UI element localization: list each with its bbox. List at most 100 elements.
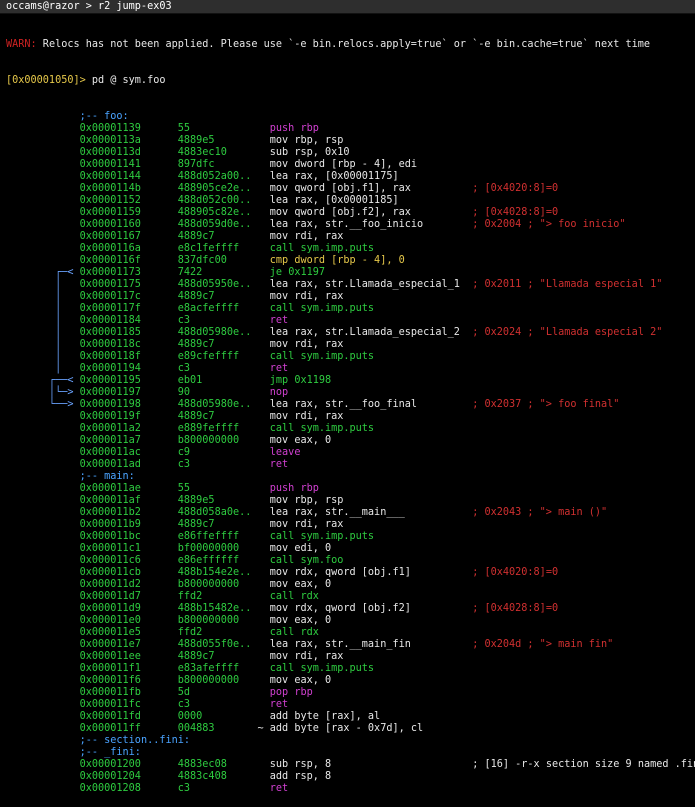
operands: rdi, rax	[294, 231, 344, 242]
disasm-row: │ 0x00001185 488d05980e.. lea rax, str.L…	[6, 327, 695, 339]
operands: rax, str.__foo_inicio	[294, 219, 424, 230]
address: 0x000011fb	[79, 687, 141, 698]
address: 0x00001204	[79, 771, 141, 782]
address: 0x000011e0	[79, 615, 141, 626]
mnemonic: mov	[269, 567, 289, 578]
label-text: ;-- section..fini:	[79, 735, 191, 746]
operands: byte [rax - 0x7d], cl	[294, 723, 424, 734]
jump-gutter	[6, 255, 80, 266]
opcode-bytes: 55	[177, 483, 191, 494]
opcode-bytes: ffd2	[177, 627, 203, 638]
opcode-bytes: 4883ec10	[177, 147, 227, 158]
operands: sym.imp.puts	[300, 663, 375, 674]
address: 0x000011cb	[79, 567, 141, 578]
opcode-bytes: b800000000	[177, 579, 240, 590]
address: 0x000011ac	[79, 447, 141, 458]
jump-gutter	[6, 615, 80, 626]
address: 0x000011ad	[79, 459, 141, 470]
label-text: ;-- _fini:	[79, 747, 141, 758]
opcode-bytes: e83afeffff	[177, 663, 240, 674]
address: 0x0000117f	[79, 303, 141, 314]
mnemonic: mov	[269, 579, 289, 590]
mnemonic: mov	[269, 495, 289, 506]
operands: rdx	[300, 627, 319, 638]
operands: rdi, rax	[294, 411, 344, 422]
mnemonic: lea	[269, 171, 289, 182]
comment: ; 0x2037 ; "> foo final"	[472, 399, 620, 410]
operands: 0x1197	[288, 267, 326, 278]
prompt-command: pd @ sym.foo	[85, 75, 166, 86]
opcode-bytes: e86ffeffff	[177, 531, 240, 542]
mnemonic: call	[269, 243, 295, 254]
operands: rax, str.__main_fin	[294, 639, 411, 650]
address: 0x00001175	[79, 279, 141, 290]
address: 0x000011b9	[79, 519, 141, 530]
mnemonic: lea	[269, 399, 289, 410]
section-label: ;-- foo:	[6, 111, 695, 123]
address: 0x00001200	[79, 759, 141, 770]
jump-gutter: ┌─<	[6, 267, 80, 278]
jump-gutter	[6, 495, 80, 506]
address: 0x0000113a	[79, 135, 141, 146]
disasm-row: 0x000011fd 0000 add byte [rax], al	[6, 711, 695, 723]
disasm-row: 0x000011d2 b800000000 mov eax, 0	[6, 579, 695, 591]
operands: sym.imp.puts	[300, 243, 375, 254]
jump-gutter	[6, 591, 80, 602]
address: 0x000011f1	[79, 663, 141, 674]
mnemonic: call	[269, 591, 295, 602]
terminal[interactable]: WARN: Relocs has not been applied. Pleas…	[0, 14, 695, 807]
mnemonic: mov	[269, 675, 289, 686]
opcode-bytes: 4883ec08	[177, 759, 227, 770]
opcode-bytes: 488d052c00..	[177, 195, 252, 206]
operands: rdx, qword [obj.f2]	[294, 603, 411, 614]
jump-gutter	[6, 555, 80, 566]
operands: sym.foo	[300, 555, 344, 566]
disasm-row: 0x000011a7 b800000000 mov eax, 0	[6, 435, 695, 447]
mnemonic: ret	[269, 363, 289, 374]
address: 0x000011bc	[79, 531, 141, 542]
operands: dword [rbp - 4], 0	[294, 255, 405, 266]
disasm-row: 0x000011ee 4889c7 mov rdi, rax	[6, 651, 695, 663]
mnemonic: leave	[269, 447, 301, 458]
mnemonic: sub	[269, 147, 289, 158]
jump-gutter: │	[6, 339, 80, 350]
opcode-bytes: eb01	[177, 375, 203, 386]
operands: rsp, 0x10	[294, 147, 350, 158]
disasm-row: 0x000011cb 488b154e2e.. mov rdx, qword […	[6, 567, 695, 579]
opcode-bytes: 4889c7	[177, 519, 215, 530]
disasm-row: ┌─< 0x00001173 7422 je 0x1197	[6, 267, 695, 279]
prompt-line: [0x00001050]> pd @ sym.foo	[6, 75, 695, 87]
address: 0x00001160	[79, 219, 141, 230]
opcode-bytes: 488905ce2e..	[177, 183, 252, 194]
jump-gutter	[6, 207, 80, 218]
address: 0x0000114b	[79, 183, 141, 194]
mnemonic: push	[269, 123, 295, 134]
operands: qword [obj.f2], rax	[294, 207, 411, 218]
mnemonic: add	[269, 711, 289, 722]
disasm-row: 0x000011e0 b800000000 mov eax, 0	[6, 615, 695, 627]
warn-text: Relocs has not been applied. Please use …	[36, 39, 651, 50]
address: 0x000011f6	[79, 675, 141, 686]
mnemonic: call	[269, 627, 295, 638]
disasm-row: │ 0x0000117f e8acfeffff call sym.imp.put…	[6, 303, 695, 315]
operands: byte [rax], al	[294, 711, 381, 722]
opcode-bytes: 4889e5	[177, 495, 215, 506]
disasm-row: 0x0000119f 4889c7 mov rdi, rax	[6, 411, 695, 423]
address: 0x0000113d	[79, 147, 141, 158]
operands: eax, 0	[294, 579, 332, 590]
mnemonic: mov	[269, 231, 289, 242]
operands: sym.imp.puts	[300, 531, 375, 542]
operands: rax, str.Llamada_especial_2	[294, 327, 460, 338]
label-text: ;-- main:	[79, 471, 135, 482]
mnemonic: ret	[269, 699, 289, 710]
jump-gutter	[6, 123, 80, 134]
jump-gutter: │	[6, 327, 80, 338]
jump-gutter	[6, 243, 80, 254]
disasm-row: 0x0000116a e8c1feffff call sym.imp.puts	[6, 243, 695, 255]
disasm-row: │ 0x00001194 c3 ret	[6, 363, 695, 375]
address: 0x0000119f	[79, 411, 141, 422]
jump-gutter: ┌──<	[6, 375, 80, 386]
address: 0x000011c1	[79, 543, 141, 554]
disasm-row: 0x0000116f 837dfc00 cmp dword [rbp - 4],…	[6, 255, 695, 267]
mnemonic: mov	[269, 615, 289, 626]
